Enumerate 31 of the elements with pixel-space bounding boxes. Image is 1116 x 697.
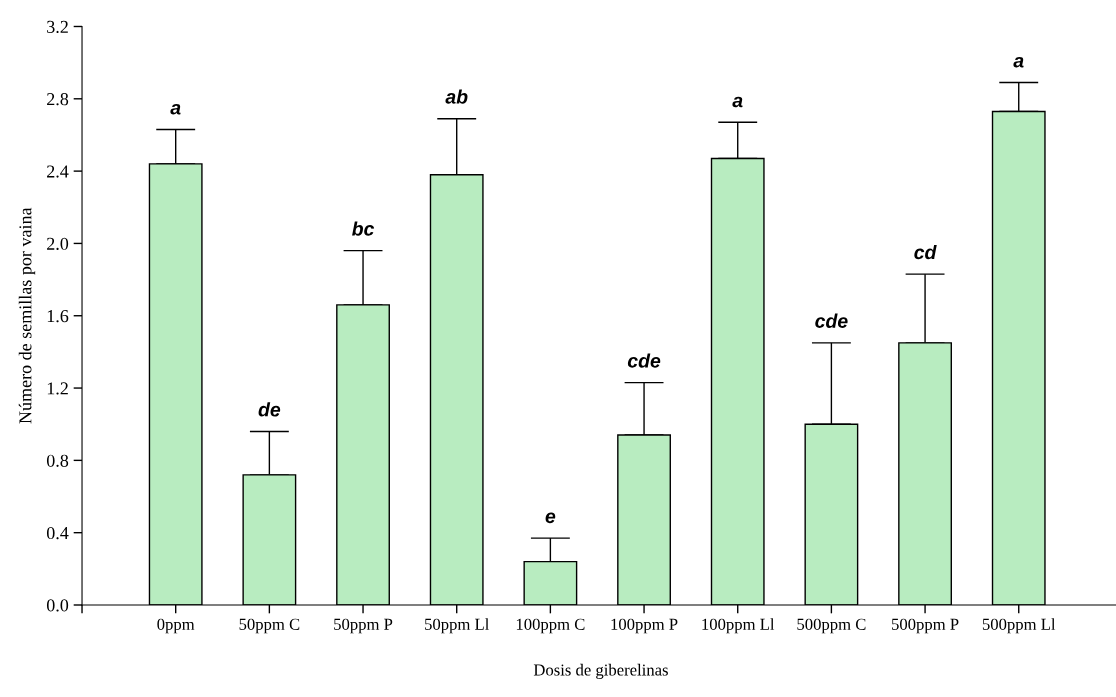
annotation: cd <box>914 244 937 260</box>
x-tick-label: 500ppm P <box>892 618 959 634</box>
x-tick-label: 100ppm Ll <box>702 618 775 634</box>
x-tick-label: 100ppm C <box>516 618 585 634</box>
y-tick-label: 0.0 <box>46 599 69 612</box>
x-tick-label: 0ppm <box>157 618 195 634</box>
annotation: e <box>545 512 556 524</box>
y-tick-label: 2.8 <box>47 93 69 106</box>
y-tick-label: 3.2 <box>47 20 68 34</box>
x-tick-label: 500ppm C <box>797 618 866 634</box>
annotation: bc <box>352 221 375 236</box>
y-tick-label: 1.6 <box>47 310 69 323</box>
x-axis-title: Dosis de giberelinas <box>533 663 668 680</box>
annotation: a <box>732 96 743 108</box>
annotation: a <box>170 103 181 115</box>
y-tick-label: 0.4 <box>46 526 69 540</box>
x-tick-label: 100ppm P <box>611 618 678 634</box>
annotation: a <box>1013 56 1024 68</box>
x-tick-label: 50ppm P <box>334 618 393 634</box>
annotation: cde <box>627 353 661 368</box>
x-tick-label: 500ppm Ll <box>982 618 1056 634</box>
y-tick-label: 1.2 <box>47 382 68 395</box>
y-tick-label: 2.4 <box>47 165 69 178</box>
x-tick-label: 50ppm Ll <box>425 618 490 634</box>
annotation: cde <box>815 313 848 328</box>
annotation: ab <box>445 89 468 104</box>
y-axis-title: Número de semillas por vaina <box>18 207 36 424</box>
annotation: de <box>258 402 281 417</box>
x-tick-label: 50ppm C <box>239 618 300 634</box>
y-tick-label: 0.8 <box>46 454 69 467</box>
y-tick-label: 2.0 <box>47 237 69 250</box>
